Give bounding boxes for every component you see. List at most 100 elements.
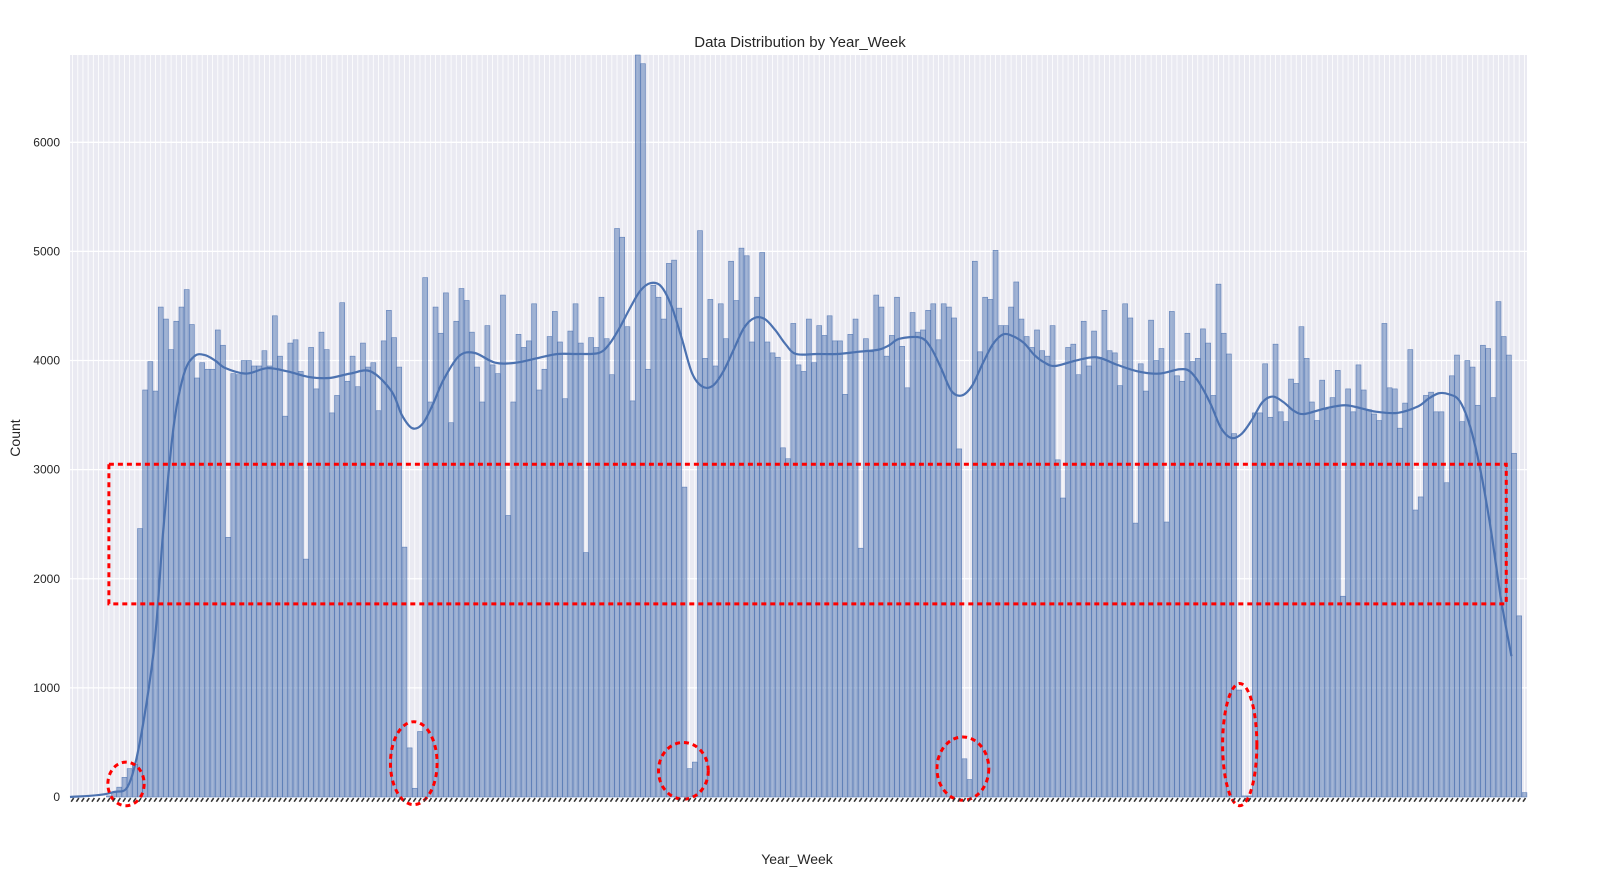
bar bbox=[189, 324, 195, 798]
x-tick-mark bbox=[962, 797, 967, 803]
x-tick-mark bbox=[879, 797, 884, 803]
x-tick-mark bbox=[443, 797, 448, 803]
bar bbox=[634, 54, 641, 798]
x-tick-mark bbox=[858, 797, 863, 803]
x-tick-mark bbox=[848, 797, 853, 803]
x-tick-mark bbox=[1076, 797, 1081, 803]
bar bbox=[292, 339, 299, 798]
x-tick-mark bbox=[1356, 797, 1361, 803]
bar bbox=[536, 389, 543, 798]
bar bbox=[681, 486, 688, 798]
x-tick-mark bbox=[1112, 797, 1117, 803]
bar bbox=[655, 296, 662, 798]
bar bbox=[142, 389, 148, 798]
x-tick-mark bbox=[1423, 797, 1428, 803]
bar bbox=[1226, 353, 1232, 798]
bar bbox=[1086, 365, 1092, 798]
bar bbox=[334, 395, 340, 798]
bar bbox=[1127, 317, 1134, 798]
bar bbox=[282, 415, 288, 798]
x-tick-mark bbox=[687, 797, 692, 803]
x-tick-mark bbox=[454, 797, 459, 803]
x-tick-mark bbox=[376, 797, 381, 803]
x-tick-mark bbox=[568, 797, 573, 803]
x-tick-mark bbox=[936, 797, 941, 803]
x-tick-mark bbox=[101, 797, 106, 803]
y-tick-label: 1000 bbox=[33, 681, 60, 695]
bar bbox=[1075, 374, 1082, 798]
bar bbox=[1215, 283, 1222, 798]
bar bbox=[863, 338, 869, 798]
x-tick-mark bbox=[1019, 797, 1024, 803]
x-tick-mark bbox=[1470, 797, 1475, 803]
bar bbox=[1417, 496, 1424, 798]
x-tick-mark bbox=[926, 797, 930, 803]
bar bbox=[344, 380, 351, 798]
bar bbox=[650, 284, 657, 798]
x-tick-mark bbox=[775, 797, 780, 803]
x-tick-mark bbox=[1366, 797, 1371, 803]
x-tick-mark bbox=[184, 797, 189, 803]
bar bbox=[1314, 420, 1320, 798]
x-tick-mark bbox=[397, 797, 402, 803]
x-tick-mark bbox=[153, 797, 158, 803]
x-tick-mark bbox=[1361, 797, 1366, 803]
bar bbox=[1148, 319, 1154, 798]
x-tick-mark bbox=[80, 797, 85, 803]
x-tick-mark bbox=[1180, 797, 1184, 803]
x-tick-mark bbox=[578, 797, 583, 803]
bar bbox=[422, 277, 428, 798]
x-tick-mark bbox=[485, 797, 490, 803]
x-tick-mark bbox=[386, 797, 391, 803]
x-tick-mark bbox=[236, 797, 241, 803]
x-tick-mark bbox=[573, 797, 578, 803]
bar bbox=[676, 307, 683, 798]
x-tick-mark bbox=[931, 797, 936, 803]
x-tick-mark bbox=[1143, 797, 1148, 803]
x-tick-mark bbox=[86, 797, 90, 803]
bar bbox=[349, 355, 356, 798]
x-tick-mark bbox=[614, 797, 619, 803]
bar bbox=[380, 340, 387, 798]
x-tick-mark bbox=[869, 797, 873, 803]
x-tick-mark bbox=[915, 797, 920, 803]
x-tick-mark bbox=[1408, 797, 1413, 803]
x-tick-mark bbox=[1009, 797, 1013, 803]
x-tick-mark bbox=[1257, 797, 1262, 803]
bar bbox=[593, 347, 600, 798]
x-tick-mark bbox=[226, 797, 230, 803]
x-tick-mark bbox=[506, 797, 510, 803]
bar bbox=[1267, 416, 1274, 798]
x-tick-mark bbox=[1034, 797, 1039, 803]
x-tick-mark bbox=[1454, 797, 1459, 803]
y-tick-label: 0 bbox=[53, 790, 60, 804]
bar bbox=[977, 351, 983, 798]
x-tick-mark bbox=[620, 797, 624, 803]
bar bbox=[645, 368, 651, 798]
bar bbox=[930, 303, 937, 798]
bar bbox=[956, 448, 963, 798]
bar bbox=[469, 331, 475, 798]
bar bbox=[277, 355, 283, 798]
x-tick-mark bbox=[262, 797, 267, 803]
x-tick-mark bbox=[1117, 797, 1122, 803]
x-tick-mark bbox=[1475, 797, 1480, 803]
bar bbox=[173, 320, 180, 798]
bar bbox=[951, 317, 957, 798]
x-tick-mark bbox=[822, 797, 827, 803]
bar bbox=[873, 294, 880, 798]
x-tick-mark bbox=[682, 797, 687, 803]
bar bbox=[505, 515, 511, 798]
bar bbox=[163, 318, 169, 798]
x-tick-mark bbox=[744, 797, 749, 803]
bar bbox=[463, 300, 470, 798]
bar bbox=[832, 340, 838, 798]
bar bbox=[1459, 421, 1465, 798]
x-tick-mark bbox=[894, 797, 899, 803]
x-tick-mark bbox=[594, 797, 599, 803]
bar bbox=[1293, 383, 1300, 798]
bar bbox=[754, 296, 760, 798]
bar bbox=[1029, 347, 1035, 798]
bar bbox=[1262, 363, 1268, 798]
x-tick-mark bbox=[1024, 797, 1029, 803]
